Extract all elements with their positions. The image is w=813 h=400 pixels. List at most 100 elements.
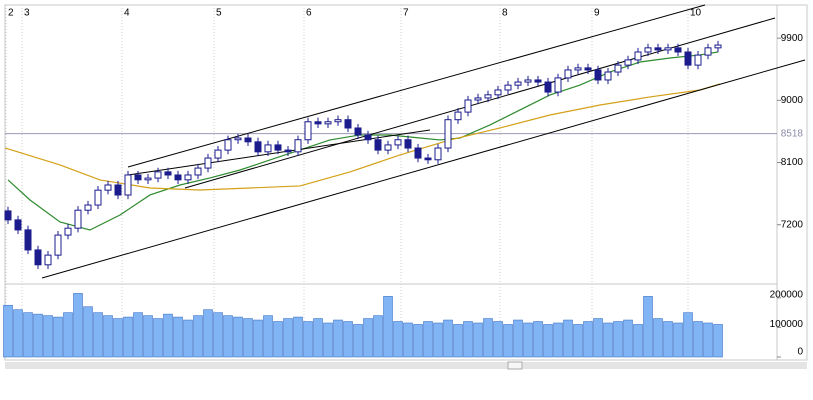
scrollbar[interactable] — [5, 362, 807, 369]
volume-bar — [153, 318, 163, 358]
candle-body — [444, 119, 452, 149]
candle-body — [114, 184, 122, 196]
candle-body — [644, 47, 652, 53]
volume-bar — [453, 324, 463, 358]
volume-bar — [393, 321, 403, 358]
volume-bar — [193, 315, 203, 358]
candle-body — [274, 144, 282, 151]
volume-tick-label: 200000 — [770, 290, 804, 301]
volume-bar — [263, 315, 273, 358]
candle-body — [24, 229, 32, 251]
trend-line — [127, 4, 706, 168]
volume-bar — [373, 315, 383, 358]
candle-body — [384, 144, 392, 151]
candle-body — [504, 84, 512, 91]
trend-line — [127, 129, 431, 176]
volume-bar — [513, 319, 523, 358]
candle-body — [634, 51, 642, 61]
volume-bar — [93, 312, 103, 358]
volume-bar — [213, 312, 223, 358]
volume-bar — [543, 324, 553, 358]
x-tick-label: 6 — [306, 8, 312, 19]
candle-body — [44, 254, 52, 266]
candle-body — [524, 79, 532, 83]
volume-tick-label: 100000 — [770, 319, 804, 330]
volume-bar — [43, 315, 53, 358]
candle-body — [584, 67, 592, 71]
volume-bar — [503, 324, 513, 358]
y-tick-label: 9900 — [781, 33, 804, 44]
volume-bar — [603, 322, 613, 358]
candle-body — [54, 234, 62, 256]
volume-bar — [663, 321, 673, 358]
candle-body — [404, 139, 412, 149]
candle-body — [664, 47, 672, 51]
volume-bar — [143, 315, 153, 358]
candle-body — [694, 54, 702, 66]
candle-body — [314, 121, 322, 125]
candle-body — [94, 189, 102, 206]
x-tick-label: 7 — [403, 8, 409, 19]
candle-body — [164, 171, 172, 176]
candle-body — [174, 174, 182, 181]
x-tick-label: 10 — [690, 8, 702, 19]
frame — [4, 4, 808, 361]
volume-tick-label: 0 — [797, 347, 803, 358]
volume-bar — [273, 321, 283, 358]
candle-body — [654, 47, 662, 51]
volume-bar — [673, 322, 683, 358]
volume-bar — [623, 319, 633, 358]
candle-body — [564, 69, 572, 79]
trend-line — [41, 59, 806, 279]
volume-bar — [383, 296, 393, 358]
volume-bar — [183, 319, 193, 358]
candle-body — [4, 210, 12, 221]
candle-body — [84, 204, 92, 211]
y-tick-label: 8100 — [781, 157, 804, 168]
candle-body — [244, 137, 252, 143]
volume-bar — [83, 306, 93, 358]
volume-bar — [423, 321, 433, 358]
candle-body — [34, 249, 42, 266]
volume-bar — [123, 316, 133, 358]
candle-body — [484, 94, 492, 99]
volume-bar — [483, 318, 493, 358]
volume-bar — [613, 321, 623, 358]
volume-bar — [653, 318, 663, 358]
volume-bar — [33, 313, 43, 358]
volume-bar — [73, 293, 83, 358]
volume-bar — [173, 316, 183, 358]
candle-body — [204, 157, 212, 169]
volume-bar — [533, 321, 543, 358]
candle-body — [284, 149, 292, 153]
candle-body — [494, 89, 502, 96]
candle-body — [224, 139, 232, 151]
volume-bar — [443, 319, 453, 358]
volume-bar — [203, 309, 213, 358]
y-tick-label: 7200 — [781, 219, 804, 230]
scroll-handle[interactable] — [507, 361, 523, 370]
volume-bar — [683, 312, 693, 358]
candle-body — [364, 134, 372, 141]
volume-bar — [223, 315, 233, 358]
volume-bar — [13, 309, 23, 358]
candle-body — [304, 121, 312, 141]
candle-body — [194, 167, 202, 176]
volume-bar — [333, 319, 343, 358]
current-price-label: 8518 — [781, 128, 804, 139]
candle-body — [534, 79, 542, 83]
candle-body — [214, 149, 222, 159]
candle-body — [604, 71, 612, 81]
volume-bar — [343, 321, 353, 358]
volume-bar — [573, 324, 583, 358]
volume-bar — [713, 324, 723, 358]
candle-body — [714, 44, 722, 49]
volume-bar — [313, 318, 323, 358]
volume-bar — [553, 322, 563, 358]
volume-bar — [133, 312, 143, 358]
candle-body — [234, 137, 242, 141]
candle-body — [64, 227, 72, 236]
y-tick-label: 9000 — [781, 95, 804, 106]
candle-body — [624, 59, 632, 66]
